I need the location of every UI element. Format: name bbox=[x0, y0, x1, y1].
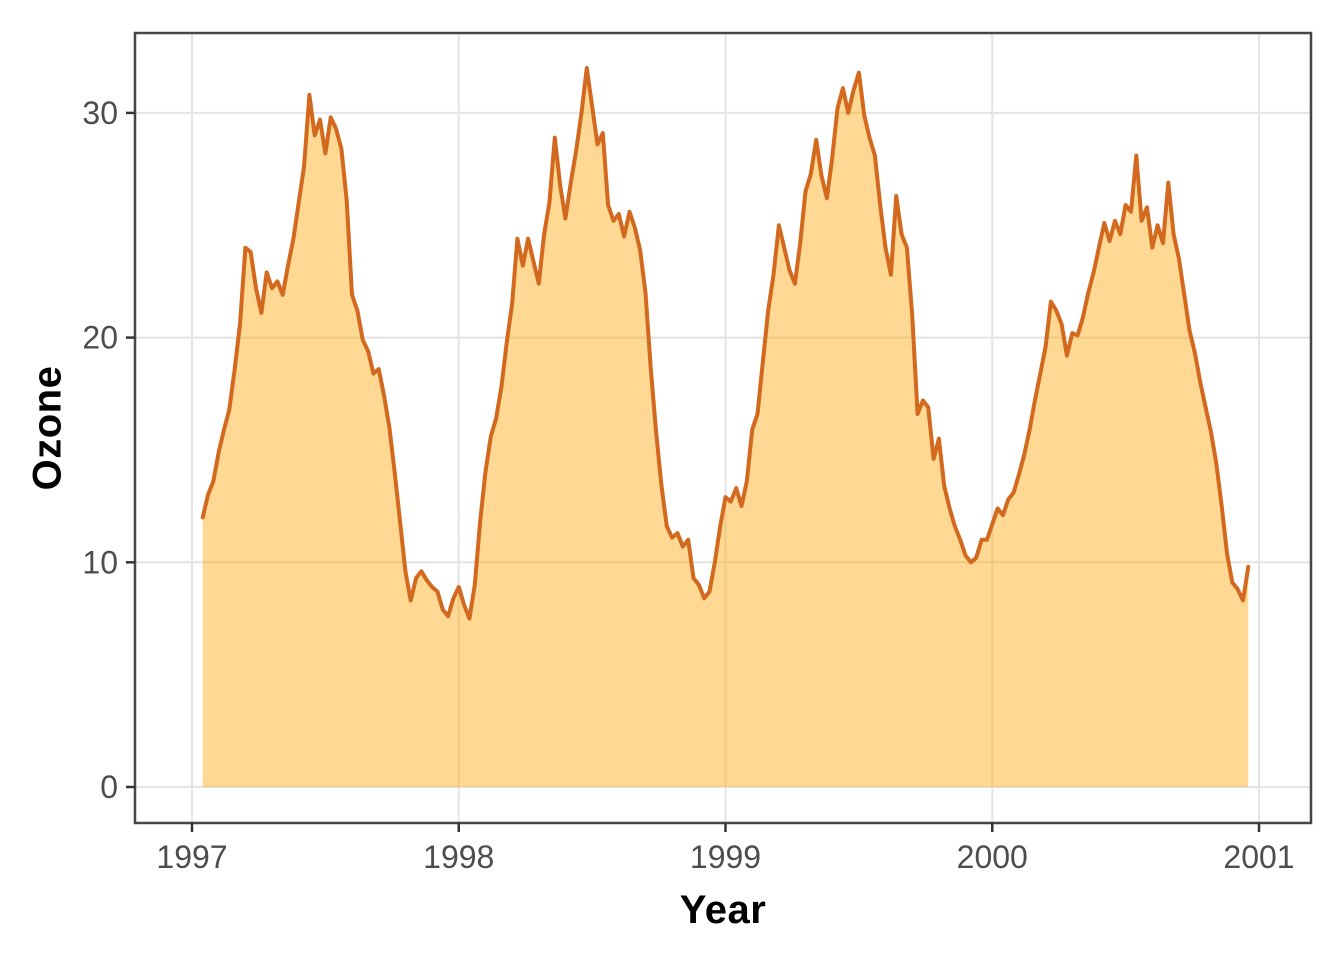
panel-border bbox=[133, 31, 1313, 825]
x-tick-label: 1998 bbox=[423, 839, 494, 875]
x-tick-label: 1999 bbox=[690, 839, 761, 875]
y-tick-label: 0 bbox=[100, 769, 118, 805]
x-axis-title: Year bbox=[679, 888, 767, 932]
x-tick-label: 2001 bbox=[1223, 839, 1294, 875]
y-tick-label: 20 bbox=[82, 320, 118, 356]
panel-background bbox=[135, 33, 1311, 823]
y-tick-label: 10 bbox=[82, 544, 118, 580]
y-axis-title: Ozone bbox=[25, 365, 70, 491]
x-tick-label: 2000 bbox=[957, 839, 1028, 875]
x-tick-label: 1997 bbox=[156, 839, 227, 875]
ozone-line bbox=[200, 66, 1251, 621]
y-tick-label: 30 bbox=[82, 95, 118, 131]
